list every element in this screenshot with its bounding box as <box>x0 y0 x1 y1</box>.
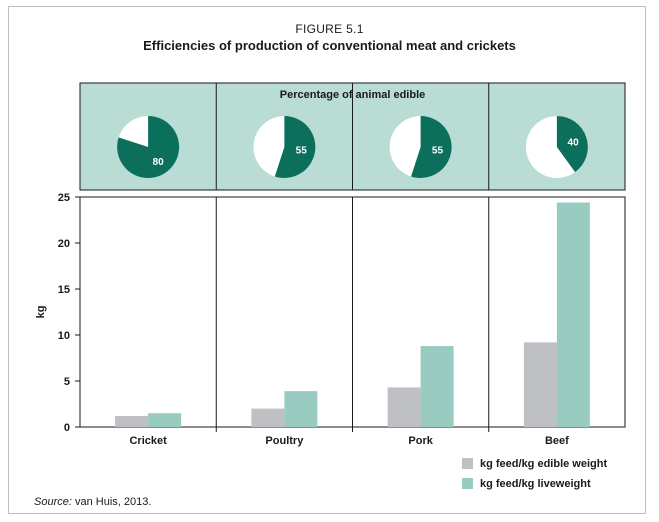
bar-poultry-live <box>284 391 318 427</box>
y-tick-label: 20 <box>58 238 70 250</box>
pie-slice-pork <box>411 116 452 178</box>
figure-title: Efficiencies of production of convention… <box>143 38 516 53</box>
legend-label: kg feed/kg liveweight <box>480 478 591 490</box>
legend-swatch <box>462 478 473 489</box>
x-tick-label: Beef <box>545 435 569 447</box>
pie-value-label: 80 <box>153 157 165 168</box>
source-text: van Huis, 2013. <box>71 496 152 508</box>
y-tick-label: 0 <box>64 422 70 434</box>
source-prefix: Source: <box>34 496 72 508</box>
source-note: Source: van Huis, 2013. <box>34 496 151 508</box>
y-tick-label: 25 <box>58 192 70 204</box>
legend-swatch <box>462 458 473 469</box>
bar-beef-edible <box>523 342 557 427</box>
bar-cricket-edible <box>115 415 149 427</box>
pie-value-label: 40 <box>568 138 580 149</box>
figure-frame <box>8 6 646 514</box>
bar-pork-live <box>420 346 454 427</box>
pie-slice-cricket <box>117 116 180 178</box>
y-tick-label: 10 <box>58 330 70 342</box>
pie-slice-beef <box>556 116 588 173</box>
figure-label: FIGURE 5.1 <box>295 22 364 36</box>
pie-value-label: 55 <box>296 146 308 157</box>
legend: kg feed/kg edible weight kg feed/kg livew… <box>462 458 607 490</box>
bar-plot: 0 5 10 15 20 25 kg Cricket Poultry Pork Beef <box>35 83 626 447</box>
y-axis-label: kg <box>35 306 47 319</box>
bar-pork-edible <box>387 387 421 427</box>
pie-value-label: 55 <box>432 146 444 157</box>
bar-poultry-edible <box>251 408 285 427</box>
pie-slice-poultry <box>274 116 316 178</box>
x-tick-label: Poultry <box>265 435 304 447</box>
x-tick-label: Pork <box>408 435 433 447</box>
y-tick-label: 5 <box>64 376 70 388</box>
legend-label: kg feed/kg edible weight <box>480 458 607 470</box>
bar-beef-live <box>556 202 590 427</box>
y-tick-label: 15 <box>58 284 70 296</box>
bar-cricket-live <box>148 413 182 427</box>
x-tick-label: Cricket <box>129 435 167 447</box>
